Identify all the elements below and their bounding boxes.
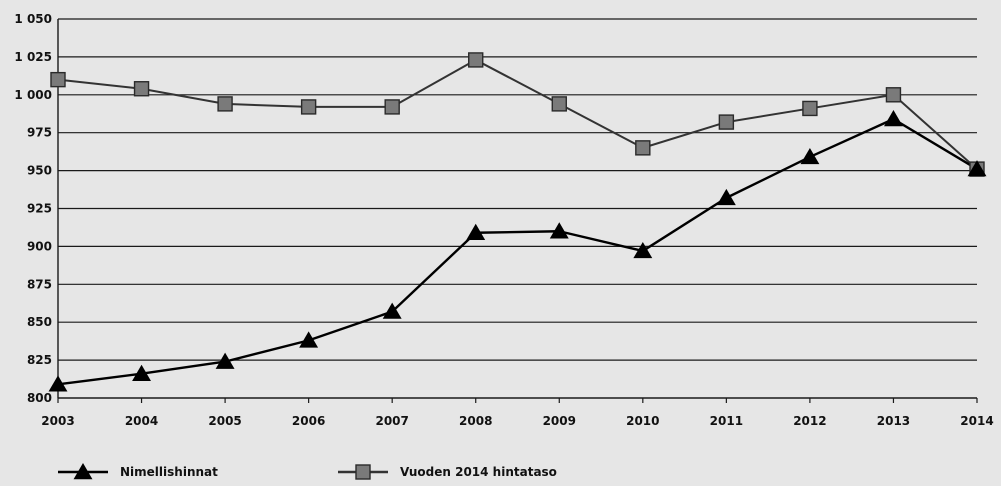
square-marker-2013: [885, 87, 902, 103]
triangle-marker-2014: [967, 160, 987, 177]
triangle-marker-2005: [215, 352, 235, 369]
triangle-marker-2008: [466, 223, 486, 240]
grid-lines: [58, 18, 977, 399]
legend-square-icon: [355, 464, 371, 480]
square-marker-2011: [718, 114, 735, 130]
legend-label: Nimellishinnat: [120, 465, 218, 479]
triangle-marker-2012: [800, 147, 820, 165]
triangle-marker-2009: [549, 222, 569, 239]
x-tick-label: 2006: [292, 414, 325, 428]
y-tick-label: 825: [27, 353, 52, 367]
legend-item-square: Vuoden 2014 hintataso: [338, 464, 557, 480]
square-marker-2012: [802, 100, 818, 117]
x-axis: 2003 2004 2005 2006 2007 2008 2009 2010 2011 2012…: [41, 398, 994, 428]
square-marker-2003: [50, 71, 66, 88]
square-marker-2006: [300, 99, 317, 115]
x-tick-label: 2011: [710, 414, 743, 428]
triangle-marker-2004: [132, 364, 151, 381]
x-tick-label: 2013: [877, 414, 910, 428]
y-tick-label: 975: [27, 126, 52, 140]
triangle-marker-2003: [48, 375, 68, 392]
legend-item-triangle: Nimellishinnat: [58, 463, 218, 480]
y-tick-label: 1 050: [14, 12, 52, 26]
y-tick-label: 1 025: [14, 50, 52, 64]
series-markers: [48, 52, 987, 392]
triangle-marker-2010: [633, 241, 653, 259]
x-tick-label: 2010: [626, 414, 659, 428]
series-lines: [57, 58, 978, 386]
y-tick-label: 800: [27, 391, 52, 405]
x-tick-label: 2014: [960, 414, 993, 428]
triangle-marker-2013: [884, 110, 903, 127]
legend: Nimellishinnat Vuoden 2014 hintataso: [58, 463, 557, 480]
y-tick-label: 1 000: [14, 88, 52, 102]
triangle-marker-2006: [299, 331, 319, 348]
x-tick-label: 2003: [41, 414, 74, 428]
triangle-marker-2011: [716, 188, 736, 206]
y-axis: 800 825 850 875 900 925 950 975 1 000 1 025 1 050: [14, 12, 59, 405]
square-marker-2007: [384, 99, 400, 115]
square-marker-2005: [217, 96, 233, 112]
y-tick-label: 950: [27, 164, 52, 178]
x-tick-label: 2005: [208, 414, 241, 428]
y-tick-label: 925: [27, 202, 52, 216]
triangle-series-line: [57, 117, 978, 386]
x-tick-label: 2009: [543, 414, 576, 428]
x-tick-label: 2004: [125, 414, 158, 428]
square-series-line: [57, 58, 978, 170]
square-marker-2010: [635, 140, 651, 156]
square-marker-2008: [468, 52, 484, 68]
y-tick-label: 875: [27, 277, 52, 291]
legend-triangle-icon: [73, 463, 93, 480]
triangle-marker-2007: [382, 302, 402, 319]
square-marker-2004: [133, 81, 150, 97]
x-tick-label: 2008: [459, 414, 492, 428]
x-tick-label: 2012: [793, 414, 826, 428]
legend-label: Vuoden 2014 hintataso: [400, 465, 557, 479]
y-tick-label: 900: [27, 239, 52, 253]
x-tick-label: 2007: [375, 414, 408, 428]
y-tick-label: 850: [27, 315, 52, 329]
square-marker-2009: [551, 96, 567, 112]
